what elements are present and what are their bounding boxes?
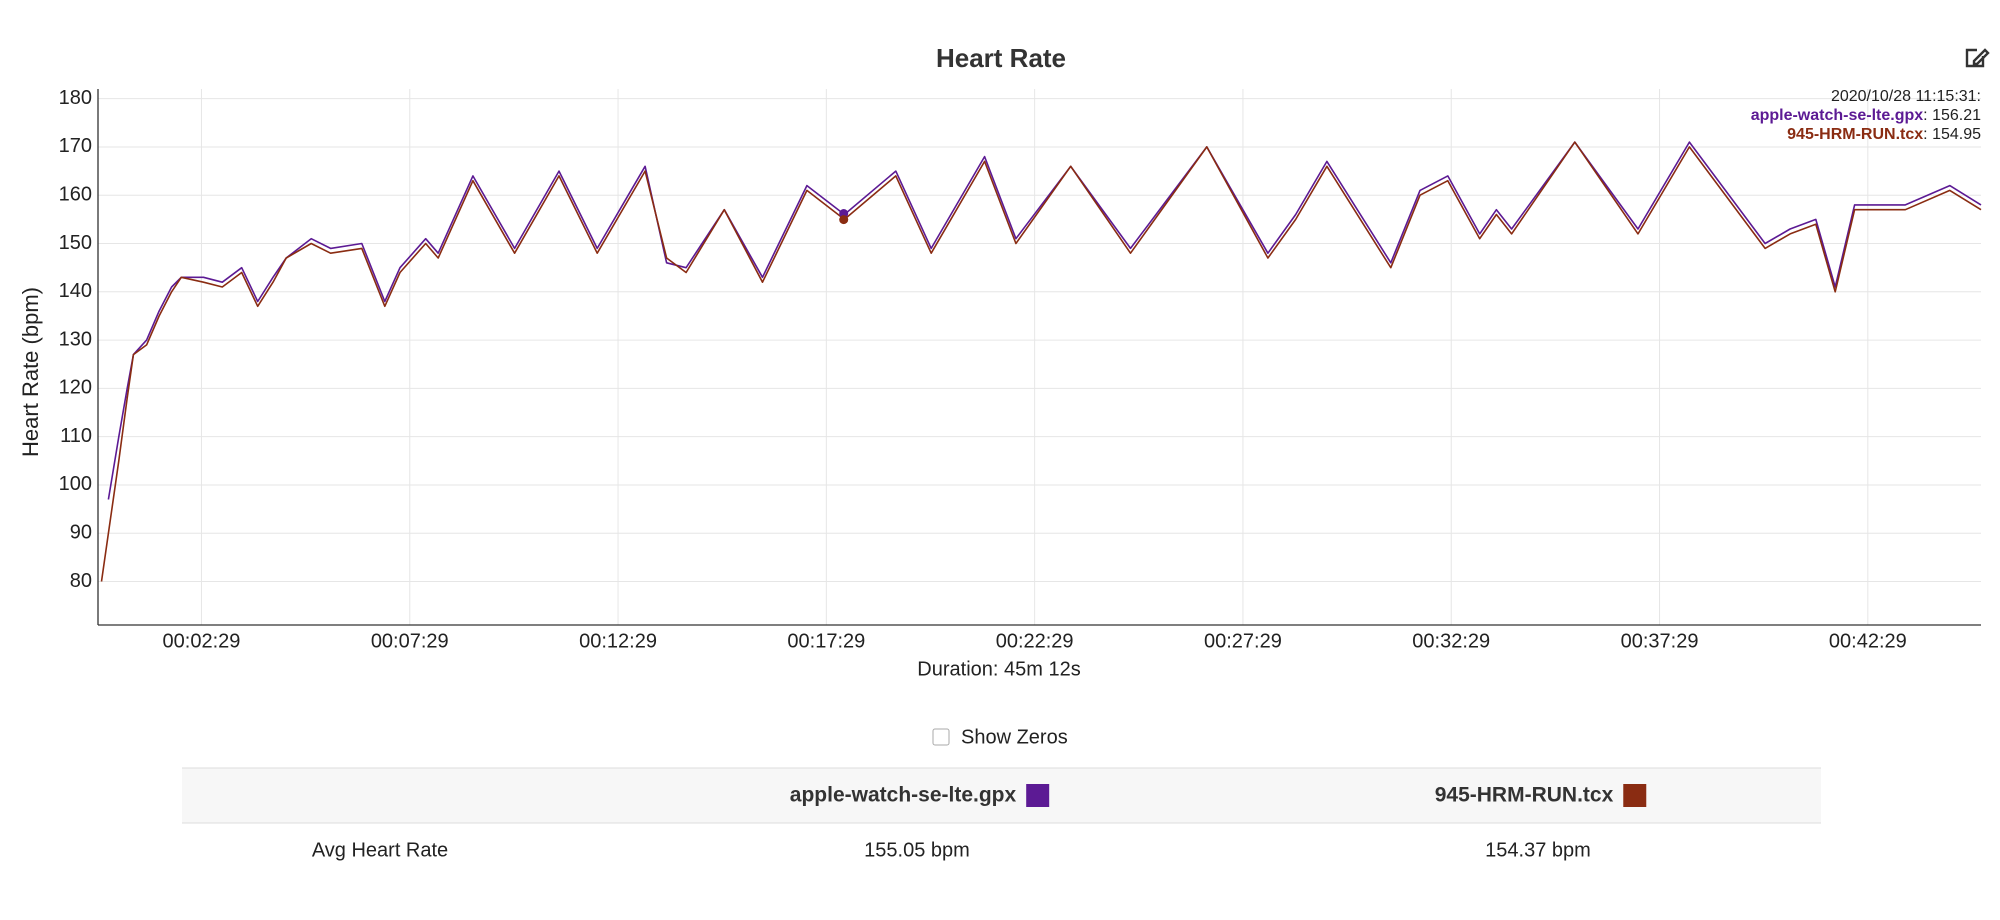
- tooltip-series-name: 945-HRM-RUN.tcx: [1787, 126, 1923, 143]
- y-tick-label: 170: [59, 135, 92, 157]
- y-tick-label: 140: [59, 280, 92, 302]
- tooltip-value: : 154.95: [1923, 126, 1981, 143]
- x-tick-label: 00:32:29: [1412, 630, 1490, 652]
- y-tick-label: 130: [59, 328, 92, 350]
- series-line: [107, 141, 1982, 500]
- y-tick-label: 90: [70, 522, 92, 544]
- table-cell: 155.05 bpm: [864, 839, 970, 861]
- toggle-label[interactable]: Show Zeros: [961, 726, 1068, 748]
- x-tick-label: 00:12:29: [579, 630, 657, 652]
- checkbox[interactable]: [932, 728, 950, 746]
- legend-swatch: [1026, 784, 1050, 807]
- tooltip-timestamp: 2020/10/28 11:15:31:: [1831, 88, 1981, 105]
- x-tick-label: 00:27:29: [1204, 630, 1282, 652]
- series-line: [100, 141, 1982, 582]
- y-tick-label: 100: [59, 473, 92, 495]
- x-axis-label: Duration: 45m 12s: [917, 658, 1080, 680]
- x-tick-label: 00:02:29: [163, 630, 241, 652]
- legend-swatch: [1623, 784, 1647, 807]
- y-tick-label: 120: [59, 377, 92, 399]
- y-tick-label: 150: [59, 232, 92, 254]
- table-column-header: 945-HRM-RUN.tcx: [1435, 784, 1614, 807]
- x-tick-label: 00:42:29: [1829, 630, 1907, 652]
- tooltip-series-name: apple-watch-se-lte.gpx: [1751, 107, 1924, 124]
- table-column-header: apple-watch-se-lte.gpx: [790, 784, 1017, 807]
- x-tick-label: 00:37:29: [1621, 630, 1699, 652]
- chart-title: Heart Rate: [936, 43, 1066, 73]
- edit-icon[interactable]: [1965, 48, 1990, 68]
- table-row-label: Avg Heart Rate: [312, 839, 448, 861]
- y-tick-label: 180: [59, 87, 92, 109]
- y-tick-label: 110: [60, 425, 92, 447]
- tooltip-value: : 156.21: [1923, 107, 1981, 124]
- y-tick-label: 160: [59, 184, 92, 206]
- y-axis-label: Heart Rate (bpm): [18, 287, 43, 457]
- table-cell: 154.37 bpm: [1485, 839, 1591, 861]
- tooltip-entry: apple-watch-se-lte.gpx: 156.21: [1751, 107, 1981, 124]
- x-tick-label: 00:17:29: [787, 630, 865, 652]
- x-tick-label: 00:22:29: [996, 630, 1074, 652]
- table-header: [182, 768, 1821, 823]
- x-tick-label: 00:07:29: [371, 630, 449, 652]
- tooltip-entry: 945-HRM-RUN.tcx: 154.95: [1787, 126, 1981, 143]
- y-tick-label: 80: [70, 570, 92, 592]
- hover-marker: [839, 215, 849, 225]
